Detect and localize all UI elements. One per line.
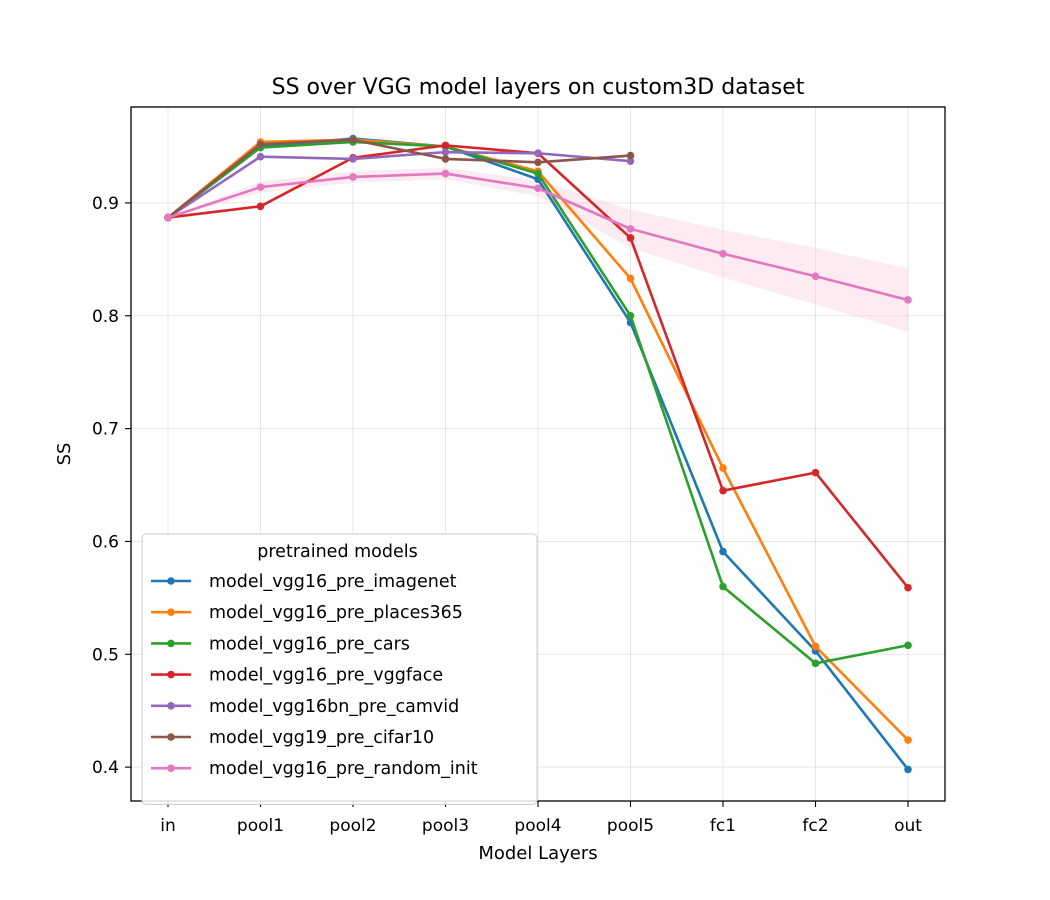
legend-swatch-marker bbox=[167, 764, 175, 772]
data-point bbox=[349, 173, 357, 181]
data-point bbox=[256, 152, 265, 161]
data-point bbox=[256, 183, 265, 191]
data-point bbox=[719, 249, 727, 258]
series-model_vgg16_pre_random_init bbox=[164, 169, 912, 304]
series-line bbox=[167, 138, 631, 219]
y-tick-label: 0.5 bbox=[92, 645, 119, 665]
legend-item: model_vgg16_pre_random_init bbox=[151, 759, 478, 779]
data-point bbox=[441, 155, 450, 163]
x-tick-label: pool3 bbox=[422, 816, 469, 836]
legend-swatch-marker bbox=[167, 733, 175, 741]
chart-title: SS over VGG model layers on custom3D dat… bbox=[272, 75, 805, 100]
data-point bbox=[349, 155, 357, 163]
data-point bbox=[811, 659, 820, 668]
data-point bbox=[626, 157, 635, 165]
x-tick-label: pool5 bbox=[607, 816, 654, 836]
legend-item: model_vgg19_pre_cifar10 bbox=[151, 728, 434, 748]
series-band-model_vgg16_pre_random_init bbox=[168, 167, 908, 332]
legend-swatch-marker bbox=[167, 702, 175, 710]
x-tick-label: fc1 bbox=[710, 816, 736, 836]
data-point bbox=[811, 642, 820, 651]
y-axis: 0.4 0.5 0.6 0.7 0.8 0.9 bbox=[92, 194, 131, 778]
data-point bbox=[534, 158, 542, 167]
data-point bbox=[719, 486, 727, 495]
x-axis-label: Model Layers bbox=[478, 843, 597, 864]
data-point bbox=[904, 641, 912, 650]
data-point bbox=[349, 135, 357, 144]
legend-label: model_vgg16bn_pre_camvid bbox=[209, 697, 459, 717]
data-point bbox=[626, 234, 635, 242]
data-point bbox=[904, 765, 912, 774]
legend-title: pretrained models bbox=[257, 542, 417, 562]
legend-label: model_vgg16_pre_imagenet bbox=[209, 572, 457, 592]
y-tick-label: 0.6 bbox=[92, 532, 119, 552]
x-tick-label: pool4 bbox=[514, 816, 561, 836]
y-tick-label: 0.9 bbox=[92, 194, 119, 214]
data-point bbox=[534, 184, 542, 193]
data-point bbox=[626, 151, 635, 160]
legend-label: model_vgg16_pre_random_init bbox=[209, 759, 478, 779]
legend-swatch-marker bbox=[167, 608, 175, 616]
series-layer bbox=[164, 134, 912, 774]
y-axis-label: SS bbox=[54, 443, 75, 466]
legend-swatch-marker bbox=[167, 639, 175, 648]
y-tick-label: 0.4 bbox=[92, 758, 119, 778]
legend-item: model_vgg16_pre_imagenet bbox=[151, 572, 457, 592]
legend-label: model_vgg16_pre_cars bbox=[209, 634, 410, 654]
data-point bbox=[626, 274, 635, 283]
x-tick-label: in bbox=[160, 816, 176, 836]
legend-item: model_vgg16_pre_places365 bbox=[151, 603, 463, 623]
data-point bbox=[534, 169, 542, 178]
x-tick-label: pool1 bbox=[237, 816, 284, 836]
data-point bbox=[719, 582, 727, 591]
legend-item: model_vgg16_pre_vggface bbox=[151, 666, 443, 686]
data-point bbox=[904, 736, 912, 744]
legend: pretrained models model_vgg16_pre_imagene… bbox=[141, 533, 538, 805]
legend-box bbox=[141, 533, 538, 805]
data-point bbox=[441, 148, 450, 156]
data-point bbox=[719, 547, 727, 556]
data-point bbox=[626, 225, 635, 233]
data-point bbox=[904, 296, 912, 304]
data-point bbox=[904, 583, 912, 592]
series-line bbox=[167, 150, 631, 219]
band-layer bbox=[168, 167, 908, 332]
data-point bbox=[719, 464, 727, 472]
data-point bbox=[626, 311, 635, 320]
data-point bbox=[441, 169, 450, 178]
data-point bbox=[256, 140, 265, 149]
x-tick-label: out bbox=[894, 816, 922, 836]
y-tick-label: 0.7 bbox=[92, 420, 119, 440]
legend-swatch-marker bbox=[167, 670, 175, 679]
data-point bbox=[534, 149, 542, 158]
legend-swatch-marker bbox=[167, 577, 175, 585]
legend-label: model_vgg16_pre_places365 bbox=[209, 603, 463, 623]
data-point bbox=[256, 202, 265, 211]
series-model_vgg16bn_pre_camvid bbox=[164, 148, 635, 222]
x-tick-label: pool2 bbox=[329, 816, 376, 836]
data-point bbox=[441, 141, 450, 150]
y-tick-label: 0.8 bbox=[92, 307, 119, 327]
x-tick-label: fc2 bbox=[802, 816, 828, 836]
x-axis: in pool1 pool2 pool3 pool4 pool5 fc1 fc2 out bbox=[160, 801, 922, 836]
data-point bbox=[811, 272, 820, 281]
data-point bbox=[811, 468, 820, 477]
legend-item: model_vgg16bn_pre_camvid bbox=[151, 697, 459, 717]
legend-item: model_vgg16_pre_cars bbox=[151, 634, 410, 654]
legend-label: model_vgg16_pre_vggface bbox=[209, 666, 443, 686]
legend-label: model_vgg19_pre_cifar10 bbox=[209, 728, 434, 748]
data-point bbox=[164, 213, 172, 222]
